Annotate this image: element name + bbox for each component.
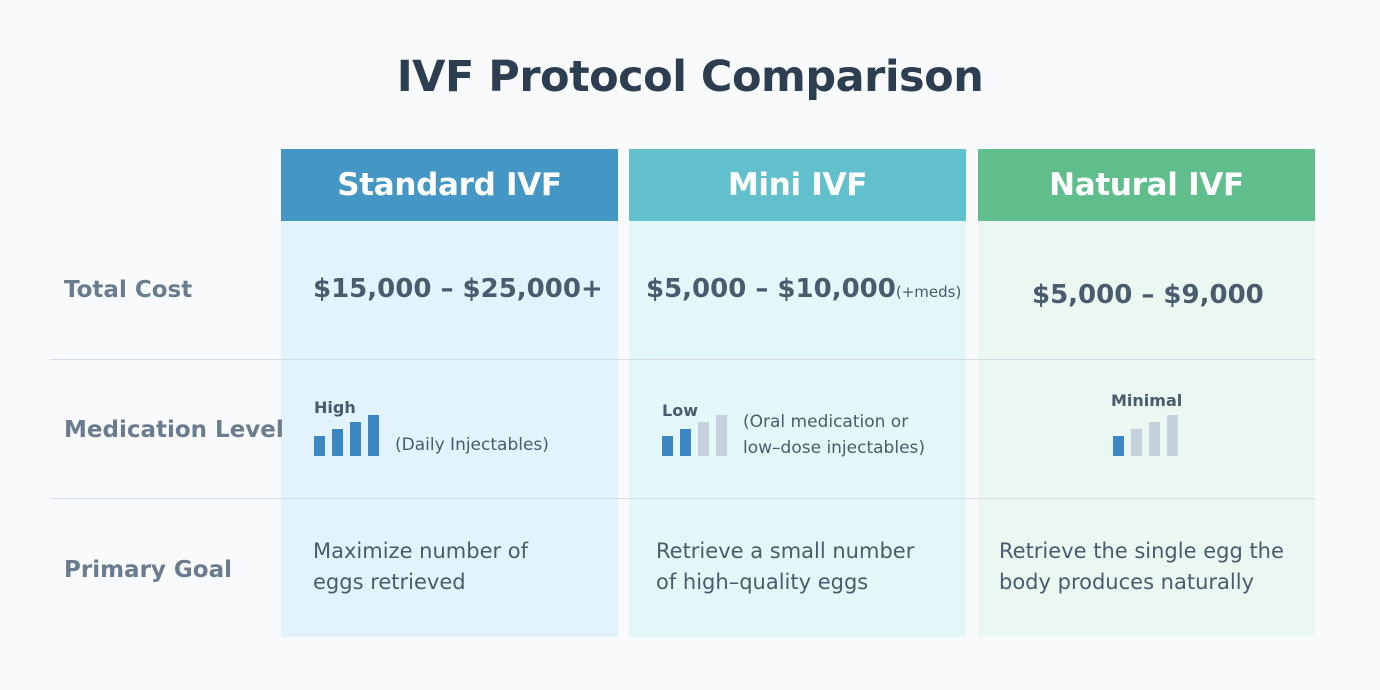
medication-note-line: (Oral medication or bbox=[743, 412, 909, 432]
medication-note-line: (Daily Injectables) bbox=[395, 435, 549, 455]
column-header-natural-ivf: Natural IVF bbox=[978, 149, 1315, 221]
column-header-mini-ivf: Mini IVF bbox=[629, 149, 966, 221]
cost-value: $5,000 – $9,000 bbox=[1032, 280, 1264, 310]
cost-standard-ivf: $15,000 – $25,000+ bbox=[313, 274, 603, 304]
medication-bar bbox=[716, 415, 727, 456]
column-header-standard-ivf: Standard IVF bbox=[281, 149, 618, 221]
cost-value: $5,000 – $10,000 bbox=[646, 274, 896, 304]
medication-note-standard: (Daily Injectables) bbox=[395, 432, 549, 458]
goal-line: Retrieve a small number bbox=[656, 539, 915, 563]
medication-bars-standard bbox=[314, 414, 384, 456]
row-label-medication-level: Medication Level bbox=[64, 417, 284, 443]
column-natural-ivf: Natural IVF bbox=[978, 149, 1315, 637]
row-label-total-cost: Total Cost bbox=[64, 277, 193, 303]
medication-bars-natural bbox=[1113, 414, 1183, 456]
medication-level-label-mini: Low bbox=[662, 401, 698, 420]
medication-bar bbox=[368, 415, 379, 456]
column-body-natural-ivf bbox=[978, 221, 1315, 637]
medication-bar bbox=[350, 422, 361, 456]
medication-note-line: low–dose injectables) bbox=[743, 438, 926, 458]
goal-standard-ivf: Maximize number of eggs retrieved bbox=[313, 536, 613, 598]
row-label-primary-goal: Primary Goal bbox=[64, 557, 232, 583]
medication-bars-mini bbox=[662, 414, 732, 456]
goal-natural-ivf: Retrieve the single egg the body produce… bbox=[999, 536, 1299, 598]
goal-line: Maximize number of bbox=[313, 539, 529, 563]
medication-bar bbox=[1113, 436, 1124, 456]
cost-value: $15,000 – $25,000+ bbox=[313, 274, 603, 304]
cost-natural-ivf: $5,000 – $9,000 bbox=[1032, 280, 1264, 310]
medication-bar bbox=[698, 422, 709, 456]
medication-bar bbox=[332, 429, 343, 456]
medication-bar bbox=[680, 429, 691, 456]
goal-mini-ivf: Retrieve a small number of high–quality … bbox=[656, 536, 956, 598]
goal-line: of high–quality eggs bbox=[656, 570, 869, 594]
cost-mini-ivf: $5,000 – $10,000(+meds) bbox=[646, 274, 961, 304]
page-title: IVF Protocol Comparison bbox=[396, 52, 984, 102]
cost-note: (+meds) bbox=[895, 283, 962, 301]
row-divider-medication-goal bbox=[50, 498, 1315, 499]
medication-bar bbox=[1167, 415, 1178, 456]
medication-bar bbox=[1149, 422, 1160, 456]
medication-level-label-standard: High bbox=[314, 398, 356, 417]
medication-level-label-natural: Minimal bbox=[1111, 391, 1183, 410]
goal-line: eggs retrieved bbox=[313, 570, 466, 594]
medication-bar bbox=[662, 436, 673, 456]
goal-line: Retrieve the single egg the bbox=[999, 539, 1284, 563]
medication-bar bbox=[314, 436, 325, 456]
goal-line: body produces naturally bbox=[999, 570, 1255, 594]
medication-note-mini: (Oral medication or low–dose injectables… bbox=[743, 409, 925, 461]
medication-bar bbox=[1131, 429, 1142, 456]
row-divider-cost-medication bbox=[50, 359, 1315, 360]
